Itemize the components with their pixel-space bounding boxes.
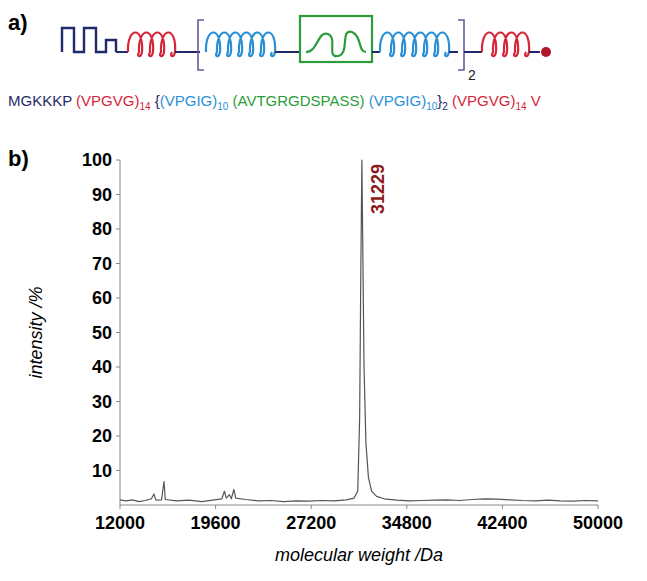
linker [275,51,300,53]
x-tick [311,505,312,509]
sequence-part: V [527,92,541,109]
coil [482,33,529,57]
coil [128,33,175,57]
linker [175,51,200,53]
x-tick [502,505,503,509]
y-tick-label: 30 [92,392,112,412]
linker [449,51,458,53]
bracket [198,20,204,70]
y-tick [116,332,120,333]
sequence-part: (VPGIG) [160,92,218,109]
x-tick [120,505,121,509]
linker [464,51,482,53]
sequence: MGKKKP (VPGVG)14 {(VPGIG)10 (AVTGRGDSPAS… [8,92,541,112]
y-tick-label: 60 [92,288,112,308]
schematic [62,16,551,70]
plot-area [120,160,598,502]
spectrum-line [120,160,598,502]
x-tick-label: 50000 [573,513,623,533]
tag-domain [62,28,116,52]
linker [116,51,128,53]
x-tick-label: 34800 [382,513,432,533]
y-tick-label: 80 [92,219,112,239]
y-tick [116,194,120,195]
y-tick-label: 70 [92,254,112,274]
sequence-part: (VPGVG) [448,92,516,109]
y-tick-label: 90 [92,185,112,205]
end-dot [541,47,551,57]
coil [206,33,275,57]
y-tick [116,470,120,471]
y-tick [116,229,120,230]
sequence-part: { [151,92,160,109]
bracket [458,20,464,70]
subscript: 10 [217,101,229,112]
y-tick-label: 20 [92,426,112,446]
y-tick [116,160,120,161]
sequence-part: (AVTGRGDSPASS) [228,92,364,109]
x-tick [598,505,599,509]
panel-letter: b) [8,146,29,171]
subscript: 10 [426,101,438,112]
x-tick-label: 12000 [95,513,145,533]
panel-letter: a) [8,10,28,35]
subscript: 14 [515,101,527,112]
y-tick [116,367,120,368]
x-axis [120,505,598,506]
x-tick-label: 19600 [191,513,241,533]
repeat-count: 2 [468,67,476,83]
y-axis-title: intensity /% [26,286,46,378]
y-tick-label: 100 [82,150,112,170]
x-axis-title: molecular weight /Da [275,545,443,565]
rgd-box [300,16,372,62]
x-tick [215,505,216,509]
rgd-loop [306,32,366,57]
x-tick-label: 42400 [477,513,527,533]
y-tick [116,436,120,437]
y-tick-label: 10 [92,461,112,481]
y-tick [116,263,120,264]
y-tick-label: 50 [92,323,112,343]
sequence-part: MGKKKP [8,92,76,109]
peak-label: 31229 [368,164,388,214]
x-tick-label: 27200 [286,513,336,533]
y-tick [116,401,120,402]
figure: a)2MGKKKP (VPGVG)14 {(VPGIG)10 (AVTGRGDS… [0,0,647,581]
linker [529,51,540,53]
x-tick [406,505,407,509]
y-tick [116,298,120,299]
sequence-part: (VPGVG) [76,92,139,109]
subscript: 14 [139,101,151,112]
coil [380,33,449,57]
y-tick-label: 40 [92,357,112,377]
linker [372,51,380,53]
sequence-part: (VPGIG) [365,92,427,109]
